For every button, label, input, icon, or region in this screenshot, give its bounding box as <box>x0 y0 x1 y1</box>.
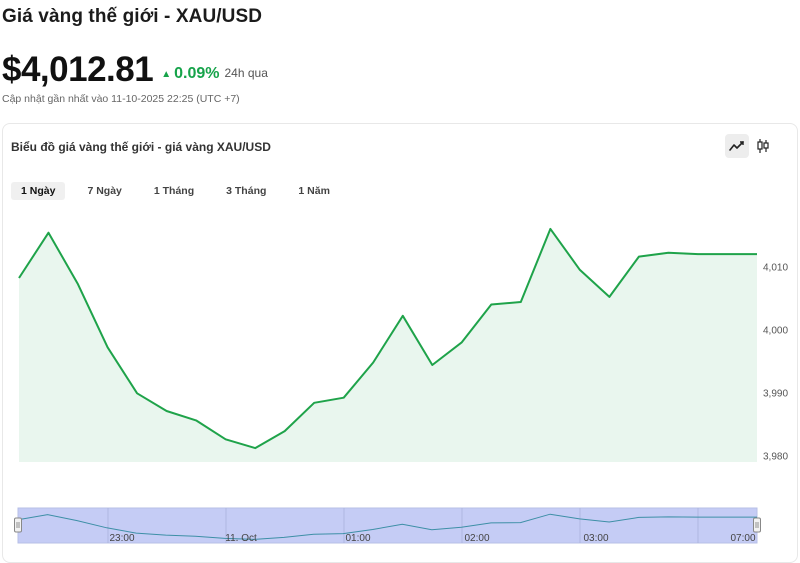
chart-type-toggle <box>725 134 775 158</box>
price-change-percent: 0.09% <box>174 65 220 82</box>
navigator-line <box>17 513 757 540</box>
price-chart: 4,010 4,000 3,990 3,980 <box>18 227 788 463</box>
y-tick-label: 3,980 <box>763 452 788 463</box>
navigator-x-label: 23:00 <box>109 533 134 544</box>
candlestick-icon <box>757 139 769 153</box>
candlestick-chart-button[interactable] <box>751 134 775 158</box>
range-tabs: 1 Ngày 7 Ngày 1 Tháng 3 Tháng 1 Năm <box>11 182 348 200</box>
tab-3-months[interactable]: 3 Tháng <box>226 185 267 197</box>
navigator-x-label: 03:00 <box>583 533 608 544</box>
tab-1-month[interactable]: 1 Tháng <box>153 185 195 197</box>
tab-1-year[interactable]: 1 Năm <box>298 185 330 197</box>
page-title: Giá vàng thế giới - XAU/USD <box>2 6 263 27</box>
change-period: 24h qua <box>224 66 268 80</box>
line-chart-button[interactable] <box>725 134 749 158</box>
chart-card-title: Biểu đồ giá vàng thế giới - giá vàng XAU… <box>11 140 271 154</box>
y-tick-label: 4,000 <box>763 326 788 337</box>
y-tick-label: 4,010 <box>763 263 788 274</box>
price-line <box>18 227 757 450</box>
navigator-x-label: 07:00 <box>730 533 755 544</box>
last-updated: Cập nhật gần nhất vào 11-10-2025 22:25 (… <box>2 93 240 105</box>
price-row: $4,012.81 ▲ 0.09% 24h qua <box>2 50 268 90</box>
line-chart-icon <box>729 141 744 151</box>
navigator-right-handle[interactable] <box>753 517 761 533</box>
navigator-selection[interactable] <box>17 507 758 544</box>
navigator-x-label: 01:00 <box>345 533 370 544</box>
range-navigator[interactable]: 23:00 11. Oct 01:00 02:00 03:00 07:00 <box>0 0 800 550</box>
navigator-x-label: 11. Oct <box>225 533 257 544</box>
navigator-left-handle[interactable] <box>14 517 22 533</box>
navigator-x-label: 02:00 <box>464 533 489 544</box>
tab-1-day[interactable]: 1 Ngày <box>11 182 66 200</box>
y-tick-label: 3,990 <box>763 389 788 400</box>
price-area <box>19 228 757 462</box>
tab-7-days[interactable]: 7 Ngày <box>87 185 122 197</box>
up-arrow-icon: ▲ <box>161 69 172 80</box>
current-price: $4,012.81 <box>2 50 154 89</box>
